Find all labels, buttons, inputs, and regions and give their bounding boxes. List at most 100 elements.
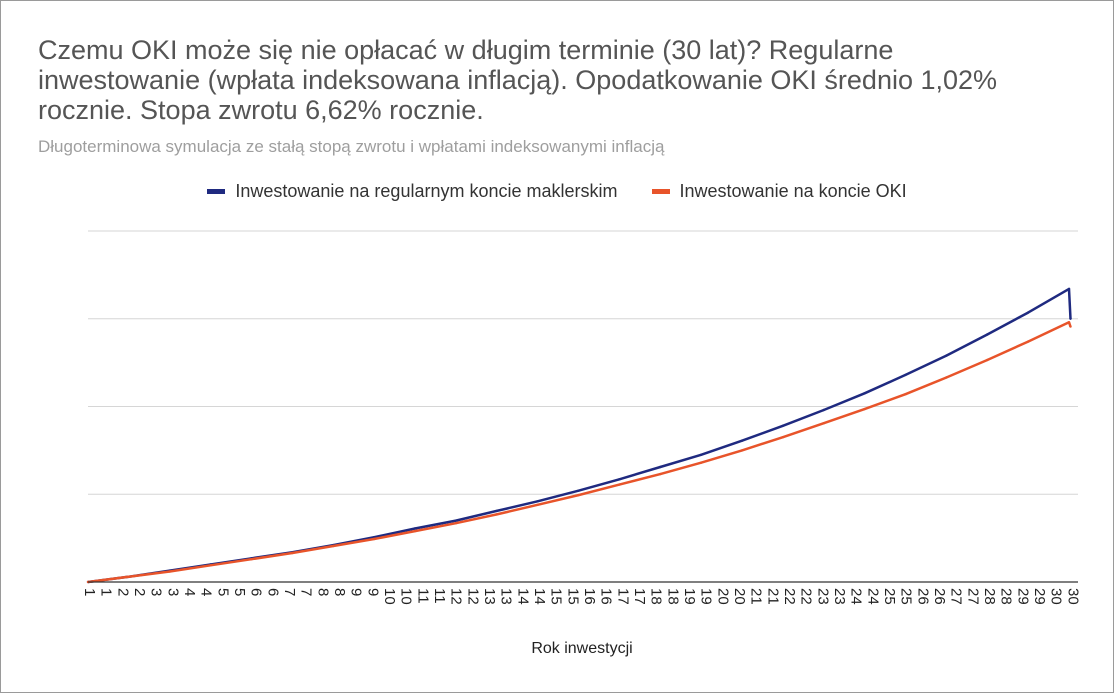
data-point: [781, 424, 785, 427]
data-point: [822, 408, 825, 412]
data-point: [1026, 311, 1030, 314]
data-point: [209, 564, 212, 567]
data-point: [413, 529, 417, 533]
x-tick-label: 22: [798, 588, 815, 605]
chart-legend: Inwestowanie na regularnym koncie makler…: [1, 181, 1113, 202]
x-tick-label: 13: [481, 588, 498, 605]
x-tick-label: 30: [1048, 588, 1065, 605]
data-point: [945, 354, 948, 357]
x-tick-label: 15: [548, 588, 565, 605]
legend-label-broker: Inwestowanie na regularnym koncie makler…: [235, 181, 618, 201]
x-tick-label: 19: [698, 588, 715, 605]
data-point: [904, 393, 907, 396]
x-tick-label: 8: [331, 588, 348, 596]
data-point: [822, 422, 825, 425]
x-tick-label: 6: [248, 588, 265, 596]
x-tick-label: 28: [998, 588, 1015, 605]
data-point: [536, 500, 539, 503]
data-point: [1069, 317, 1072, 320]
legend-swatch-oki: [651, 189, 670, 194]
data-point: [536, 503, 539, 506]
x-tick-label: 15: [564, 588, 581, 605]
data-point: [986, 333, 989, 336]
x-tick-label: 18: [648, 588, 665, 605]
x-tick-label: 9: [348, 588, 365, 596]
x-tick-label: 17: [614, 588, 631, 605]
x-tick-label: 28: [981, 588, 998, 605]
data-point: [454, 519, 458, 522]
x-tick-label: 10: [381, 588, 398, 605]
data-point: [659, 465, 662, 469]
x-tick-label: 10: [398, 588, 415, 605]
x-tick-label: 7: [281, 588, 298, 596]
x-tick-label: 3: [164, 588, 181, 596]
x-tick-label: 6: [264, 588, 281, 596]
data-point: [863, 407, 866, 411]
x-tick-label: 27: [964, 588, 981, 605]
data-point: [577, 489, 580, 492]
x-tick-label: 29: [1014, 588, 1031, 605]
series-line-oki: [87, 321, 1072, 584]
x-tick-label: 16: [581, 588, 598, 605]
data-point: [1069, 325, 1072, 328]
x-tick-label: 9: [364, 588, 381, 596]
x-tick-label: 2: [131, 588, 148, 596]
series-line-broker: [87, 287, 1072, 584]
data-point: [699, 461, 703, 464]
x-tick-label: 12: [448, 588, 465, 605]
x-tick-label: 14: [514, 588, 531, 605]
x-tick-label: 1: [98, 588, 115, 596]
chart-title: Czemu OKI może się nie opłacać w długim …: [38, 35, 998, 125]
legend-item-broker[interactable]: Inwestowanie na regularnym koncie makler…: [207, 181, 618, 202]
chart-subtitle: Długoterminowa symulacja ze stałą stopą …: [38, 137, 665, 156]
data-point: [1067, 287, 1071, 291]
x-tick-label: 19: [681, 588, 698, 605]
x-tick-label: 22: [781, 588, 798, 605]
x-axis-label: Rok inwestycji: [531, 640, 632, 657]
x-tick-label: 4: [198, 588, 215, 596]
x-tick-label: 8: [314, 588, 331, 596]
x-tick-label: 27: [948, 588, 965, 605]
data-point: [618, 478, 621, 481]
data-point: [618, 483, 621, 486]
x-tick-label: 3: [148, 588, 165, 596]
data-point: [168, 570, 171, 573]
x-tick-label: 5: [214, 588, 231, 596]
x-tick-label: 21: [764, 588, 781, 605]
data-point: [986, 358, 989, 362]
x-tick-label: 26: [914, 588, 931, 605]
data-point: [740, 449, 744, 452]
data-point: [495, 509, 498, 513]
data-point: [332, 544, 335, 548]
data-point: [945, 376, 948, 379]
x-tick-label: 24: [848, 588, 865, 605]
grid-lines: [88, 230, 1078, 495]
data-point: [495, 513, 498, 516]
x-tick-label: 20: [714, 588, 731, 605]
x-tick-label: 24: [864, 588, 881, 605]
x-tick-label: 11: [414, 588, 431, 604]
x-tick-label: 1: [81, 588, 98, 596]
x-tick-label: 2: [114, 588, 131, 596]
data-point: [659, 472, 662, 476]
data-point: [291, 551, 294, 555]
data-point: [250, 558, 253, 561]
x-tick-label: 17: [631, 588, 648, 605]
x-axis: 1 1 2 2 3 3 4 4 5 5 6 6 7 7 8 8 9 9 10 10 11 11 12 12 13 13 14 14 15…: [81, 581, 1081, 605]
x-tick-label: 14: [531, 588, 548, 605]
data-point: [372, 537, 376, 541]
x-tick-label: 29: [1031, 588, 1048, 605]
x-tick-label: 16: [598, 588, 615, 605]
x-tick-label: 12: [464, 588, 481, 605]
data-point: [863, 392, 866, 395]
data-point: [127, 575, 131, 578]
x-tick-label: 20: [731, 588, 748, 605]
data-point: [1026, 340, 1030, 343]
data-point: [699, 453, 703, 456]
series-lines: [86, 287, 1072, 584]
x-tick-label: 26: [931, 588, 948, 605]
x-tick-label: 25: [881, 588, 898, 605]
legend-item-oki[interactable]: Inwestowanie na koncie OKI: [651, 181, 907, 202]
